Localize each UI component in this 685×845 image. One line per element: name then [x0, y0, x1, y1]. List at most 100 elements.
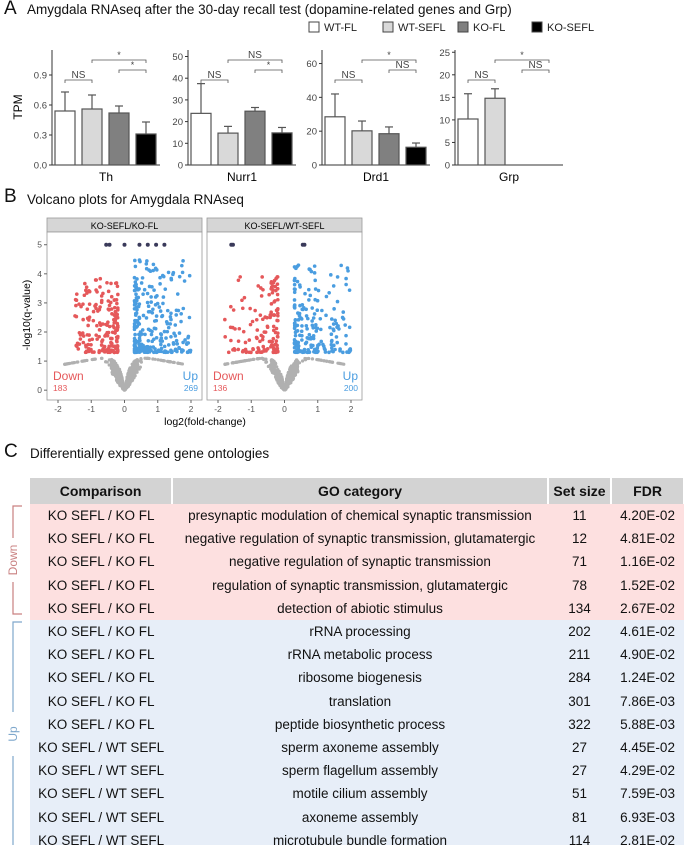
significance-label: * — [131, 60, 135, 70]
comparison-cell: KO SEFL / KO FL — [30, 596, 173, 620]
down-point — [258, 313, 263, 317]
bracket-label-down: Down — [6, 545, 20, 576]
up-point — [157, 305, 162, 309]
down-point — [95, 323, 99, 328]
fdr-cell: 2.67E-02 — [611, 596, 684, 620]
down-point — [275, 346, 280, 351]
up-point — [133, 313, 138, 317]
up-point — [347, 325, 352, 330]
down-point — [81, 317, 85, 322]
ns-point — [277, 380, 282, 384]
up-point — [293, 333, 298, 338]
up-point — [133, 264, 138, 269]
significance-bracket — [200, 79, 229, 83]
legend-label: WT-SEFL — [398, 22, 446, 34]
ns-point — [133, 361, 137, 365]
up-point — [311, 316, 316, 320]
up-point — [136, 295, 141, 300]
ns-point — [266, 364, 270, 369]
up-point — [339, 263, 343, 268]
legend-label: KO-SEFL — [547, 22, 594, 34]
down-point — [259, 294, 264, 298]
up-point — [139, 349, 144, 353]
ns-point — [75, 360, 79, 364]
up-point — [174, 308, 179, 313]
up-point — [181, 340, 185, 345]
up-point — [135, 324, 140, 328]
up-point — [169, 311, 173, 316]
fdr-cell: 4.90E-02 — [611, 643, 684, 667]
down-point — [271, 347, 276, 351]
panel-a-title: Amygdala RNAseq after the 30-day recall … — [27, 2, 512, 17]
up-point — [153, 326, 158, 331]
down-point — [272, 300, 277, 304]
down-point — [240, 306, 245, 311]
y-tick-label: 20 — [439, 70, 450, 81]
up-point — [168, 322, 173, 326]
significance-bracket — [334, 79, 363, 83]
down-point — [97, 334, 101, 339]
comparison-cell: KO SEFL / KO FL — [30, 619, 173, 644]
ns-point — [329, 360, 333, 364]
down-point — [113, 309, 118, 314]
up-point — [161, 295, 166, 299]
up-point — [344, 342, 348, 346]
table-row-up: KO SEFL / WT SEFL sperm flagellum assembl… — [30, 759, 684, 783]
bar-wt-sefl — [81, 108, 103, 166]
down-point — [84, 288, 88, 293]
bar-wt-fl — [457, 118, 479, 166]
down-point — [275, 275, 280, 279]
down-point — [233, 327, 237, 331]
table-row-up: KO SEFL / WT SEFL microtubule bundle form… — [30, 828, 684, 845]
up-point — [314, 329, 319, 333]
panel-b-title: Volcano plots for Amygdala RNAseq — [27, 192, 244, 207]
ns-point — [112, 371, 116, 376]
down-point — [99, 294, 104, 298]
y-tick-label: 0.6 — [34, 101, 47, 112]
up-point — [295, 279, 300, 284]
up-point — [154, 314, 159, 318]
down-point — [253, 308, 257, 313]
up-point — [152, 288, 156, 292]
x-axis-label: log2(fold-change) — [164, 416, 246, 428]
significance-bracket — [521, 69, 550, 73]
ns-point — [269, 367, 274, 371]
bar-chart-drd1: 0 20 40 60 NS * NS Drd1 — [306, 50, 430, 184]
down-point — [276, 331, 280, 335]
significance-label: * — [267, 60, 271, 70]
up-point — [335, 275, 340, 279]
up-point — [330, 349, 334, 353]
capped-point — [122, 242, 127, 247]
up-point — [133, 332, 137, 337]
up-point — [296, 318, 301, 322]
up-point — [186, 335, 190, 340]
down-point — [103, 334, 107, 338]
panel-c-title: Differentially expressed gene ontologies — [30, 446, 270, 461]
comparison-cell: KO SEFL / KO FL — [30, 527, 173, 551]
comparison-cell: KO SEFL / KO FL — [30, 504, 173, 528]
ns-point — [139, 357, 143, 362]
legend-label: WT-FL — [324, 22, 357, 34]
up-point — [145, 291, 150, 296]
down-point — [109, 294, 114, 299]
down-point — [261, 287, 265, 292]
up-point — [300, 333, 304, 338]
up-point — [180, 348, 185, 352]
down-point — [274, 326, 279, 331]
up-point — [177, 331, 182, 335]
go-category-cell: microtubule bundle formation — [172, 828, 548, 845]
up-point — [149, 295, 153, 299]
up-point — [182, 279, 187, 283]
y-tick-label: 15 — [439, 93, 450, 104]
up-point — [311, 326, 315, 330]
bar-chart-grp: 0 5 10 15 20 25 NS * NS Grp — [439, 48, 563, 184]
bracket-up — [12, 621, 22, 845]
up-point — [160, 273, 165, 278]
up-point — [188, 350, 193, 354]
down-point — [87, 347, 91, 351]
down-point — [247, 350, 251, 355]
down-point — [77, 302, 81, 306]
table-row-up: KO SEFL / KO FL rRNA metabolic process 211… — [30, 643, 684, 667]
go-category-cell: translation — [172, 689, 548, 713]
